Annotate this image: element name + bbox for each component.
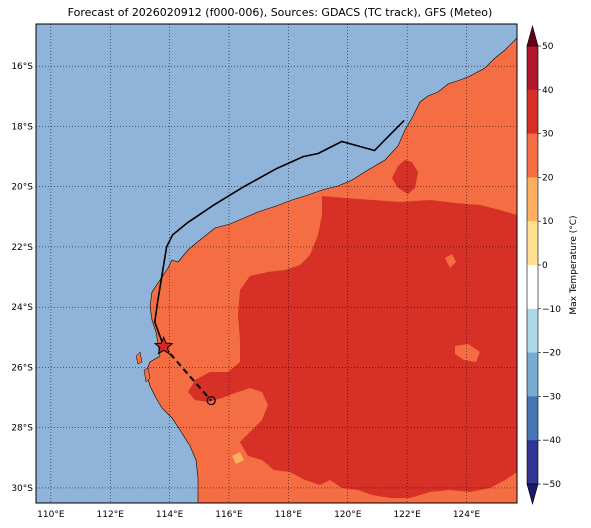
lon-tick-label: 112°E (97, 510, 125, 520)
temp-zone-30-40-north (392, 160, 418, 194)
colorbar-segment (527, 396, 538, 441)
colorbar-segment (527, 46, 538, 91)
latitude-tick-labels: 16°S 18°S 20°S 22°S 24°S 26°S 28°S 30°S (11, 62, 33, 494)
colorbar-tick-label: 20 (542, 173, 554, 183)
colorbar-tick-label: 0 (542, 261, 548, 271)
colorbar-extend-bottom (526, 483, 539, 506)
lon-tick-label: 114°E (156, 510, 184, 520)
temp-zone-30-40 (188, 196, 517, 498)
lat-tick-label: 18°S (11, 122, 33, 132)
lat-tick-label: 28°S (11, 424, 33, 434)
colorbar-segment (527, 308, 538, 354)
colorbar-tick-label: 10 (542, 217, 554, 227)
lat-tick-label: 24°S (11, 303, 33, 313)
chart-title: Forecast of 2026020912 (f000-006), Sourc… (67, 6, 493, 19)
lon-tick-label: 116°E (215, 510, 243, 520)
colorbar-segment (527, 440, 538, 485)
lon-tick-label: 122°E (393, 510, 421, 520)
lat-tick-label: 22°S (11, 243, 33, 253)
longitude-tick-labels: 110°E 112°E 114°E 116°E 118°E 120°E 122°E 124°E (37, 510, 480, 520)
colorbar-tick-label: −20 (542, 349, 561, 359)
colorbar-segment (527, 221, 538, 266)
tc-track-past (153, 119, 405, 347)
tc-forecast-position-marker (206, 395, 216, 406)
lon-tick-label: 120°E (334, 510, 362, 520)
tc-current-position-star (153, 335, 174, 355)
temp-zone-20-30-pocket (455, 344, 480, 362)
colorbar-segment (527, 89, 538, 135)
colorbar-segment (527, 133, 538, 178)
lat-tick-label: 16°S (11, 62, 33, 72)
colorbar-segment (527, 177, 538, 222)
colorbar: 50 40 30 20 10 0 −10 −20 −30 −40 −50 (526, 24, 561, 506)
colorbar-label: Max Temperature (°C) (569, 215, 579, 314)
gridlines (36, 24, 517, 503)
lon-tick-label: 124°E (453, 510, 481, 520)
colorbar-tick-label: 50 (542, 42, 554, 52)
colorbar-segment (527, 265, 538, 310)
colorbar-tick-label: −10 (542, 305, 561, 315)
lat-tick-label: 30°S (11, 484, 33, 494)
colorbar-tick-label: −30 (542, 392, 561, 402)
colorbar-tick-label: 40 (542, 86, 554, 96)
lat-tick-label: 20°S (11, 183, 33, 193)
colorbar-segment (527, 352, 538, 397)
lon-tick-label: 118°E (275, 510, 303, 520)
map-frame (35, 23, 518, 504)
lat-tick-label: 26°S (11, 363, 33, 373)
temp-zone-20-30-pocket-2 (445, 254, 456, 268)
tc-track-forecast (162, 345, 212, 402)
colorbar-extend-top (526, 24, 539, 47)
colorbar-tick-label: −50 (542, 480, 561, 490)
colorbar-tick-label: −40 (542, 436, 561, 446)
lon-tick-label: 110°E (37, 510, 65, 520)
colorbar-tick-label: 30 (542, 130, 554, 140)
island (135, 351, 143, 365)
island (143, 367, 151, 383)
temp-zone-10-20 (232, 452, 244, 464)
